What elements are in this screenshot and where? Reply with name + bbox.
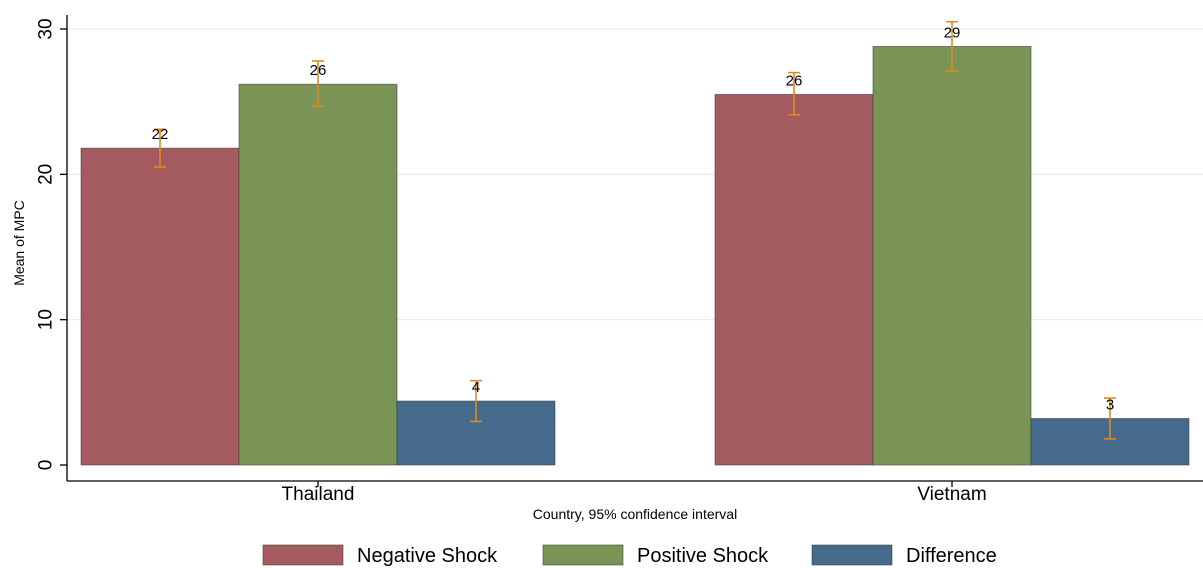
y-tick-label: 30 <box>36 18 57 39</box>
data-labels: 22 26 4 26 29 3 <box>152 24 1115 413</box>
data-label: 3 <box>1106 396 1114 413</box>
y-axis-title: Mean of MPC <box>11 200 27 286</box>
legend-swatch <box>262 544 344 566</box>
error-bars <box>154 20 1116 440</box>
bar <box>872 45 1032 466</box>
legend-label: Negative Shock <box>357 545 498 567</box>
data-label: 26 <box>310 62 327 79</box>
bar <box>714 93 874 466</box>
y-ticks: 0 10 20 30 <box>36 18 67 470</box>
legend-label: Difference <box>906 545 997 567</box>
x-category-label: Vietnam <box>917 484 986 505</box>
bars <box>80 45 1190 466</box>
data-label: 22 <box>152 126 169 143</box>
y-tick-label: 10 <box>36 309 57 330</box>
data-label: 4 <box>472 379 480 396</box>
data-label: 26 <box>786 72 803 89</box>
y-tick-label: 20 <box>36 164 57 185</box>
axes <box>66 15 1203 482</box>
legend-swatch <box>811 544 893 566</box>
data-label: 29 <box>944 24 961 41</box>
x-category-labels: Thailand Vietnam <box>282 481 987 505</box>
legend-swatch <box>542 544 624 566</box>
legend: Negative Shock Positive Shock Difference <box>262 544 997 567</box>
y-tick-label: 0 <box>36 460 57 471</box>
bar <box>80 147 240 466</box>
bar <box>238 83 398 466</box>
x-category-label: Thailand <box>282 484 355 505</box>
legend-label: Positive Shock <box>637 545 769 567</box>
x-axis-title: Country, 95% confidence interval <box>533 506 737 522</box>
